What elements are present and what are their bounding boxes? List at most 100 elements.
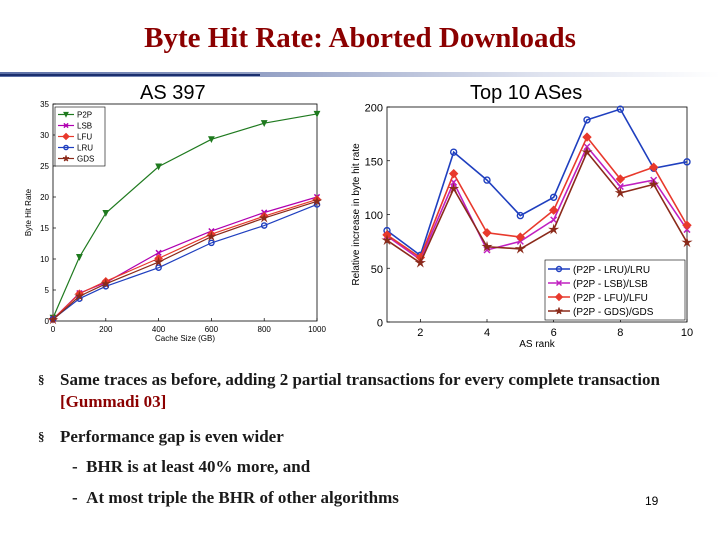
y-tick-label: 15 (40, 224, 49, 233)
bullet-2: § Performance gap is even wider (38, 426, 680, 448)
x-tick-label: 1000 (308, 325, 326, 334)
data-point (514, 243, 526, 254)
y-axis-label: Byte Hit Rate (24, 188, 33, 236)
title-divider (0, 72, 720, 78)
data-point (549, 193, 558, 202)
series-p2p-gds-gds (381, 146, 693, 268)
y-tick-label: 150 (365, 156, 383, 168)
y-tick-label: 35 (40, 100, 49, 109)
data-point (648, 162, 659, 172)
data-point (208, 239, 215, 247)
subbullet-2: - At most triple the BHR of other algori… (72, 488, 399, 507)
data-point (516, 211, 525, 220)
data-point (448, 168, 459, 179)
x-axis-label: AS rank (519, 339, 556, 350)
data-point (449, 148, 458, 156)
y-tick-label: 10 (40, 255, 49, 264)
y-tick-label: 0 (45, 317, 50, 326)
y-tick-label: 5 (45, 286, 50, 295)
legend-label: (P2P - LRU)/LRU (573, 265, 650, 276)
y-axis-label: Relative increase in byte hit rate (351, 143, 362, 286)
data-point (548, 205, 559, 215)
legend-marker (63, 111, 69, 118)
data-point (682, 220, 692, 230)
data-point (681, 236, 693, 248)
data-point (683, 158, 691, 166)
data-point (155, 249, 162, 256)
data-point (582, 132, 592, 142)
bullet-1: § Same traces as before, adding 2 partia… (38, 369, 680, 413)
data-point (207, 136, 215, 144)
bullet-marker-icon: § (38, 372, 45, 387)
x-tick-label: 8 (617, 327, 623, 339)
legend-marker (555, 279, 563, 287)
y-tick-label: 200 (365, 103, 383, 115)
data-point (260, 222, 268, 229)
subbullet-2-text: At most triple the BHR of other algorith… (86, 488, 399, 507)
data-point (614, 187, 626, 198)
byte-hit-rate-chart: 0 200 400 600 800 1000 0 5 10 15 20 25 30 35 Cache Siz… (24, 100, 326, 343)
series-line (386, 108, 688, 257)
legend-box (544, 259, 686, 321)
data-point (153, 256, 164, 267)
legend-marker (555, 307, 563, 315)
legend-label: (P2P - LSB)/LSB (573, 279, 648, 290)
data-point (550, 216, 558, 224)
data-point (313, 110, 321, 118)
data-point (581, 146, 593, 157)
y-tick-label: 20 (40, 193, 49, 202)
slide-title: Byte Hit Rate: Aborted Downloads (144, 22, 576, 54)
x-tick-label: 4 (484, 327, 490, 339)
left-chart-subtitle: AS 397 (140, 82, 206, 104)
y-tick-label: 0 (377, 318, 383, 330)
x-tick-label: 200 (99, 325, 113, 334)
data-point (615, 174, 626, 184)
x-tick-label: 800 (258, 325, 272, 334)
data-point (448, 182, 460, 194)
bullet-2-text: Performance gap is even wider (60, 427, 284, 446)
bullet-1-citation: [Gummadi 03] (60, 392, 167, 411)
legend-marker (62, 132, 70, 141)
data-point (481, 240, 493, 252)
data-point (75, 254, 83, 261)
legend-label: GDS (77, 155, 94, 164)
legend-label: LRU (77, 144, 93, 153)
data-point (102, 210, 110, 217)
legend-marker (554, 292, 564, 302)
data-point (47, 314, 59, 325)
data-point (155, 163, 163, 171)
series-line (386, 150, 688, 265)
subbullet-1: - BHR is at least 40% more, and (72, 457, 311, 476)
data-point (616, 183, 624, 191)
x-tick-label: 600 (205, 325, 219, 334)
series-line (52, 203, 318, 320)
y-tick-label: 25 (40, 162, 49, 171)
legend-label: (P2P - GDS)/GDS (573, 307, 654, 318)
right-chart-subtitle: Top 10 ASes (470, 82, 583, 104)
x-tick-label: 400 (152, 325, 166, 334)
bullet-1-text: Same traces as before, adding 2 partial … (60, 370, 660, 389)
x-tick-label: 10 (681, 327, 693, 339)
data-point (100, 278, 112, 289)
legend-marker (63, 144, 69, 151)
legend-marker (555, 265, 563, 273)
x-tick-label: 2 (417, 327, 423, 339)
legend-label: LSB (77, 122, 92, 131)
series-gds (47, 195, 323, 325)
legend-marker (62, 155, 70, 162)
data-point (258, 212, 270, 223)
data-point (381, 234, 393, 246)
page-number: 19 (645, 494, 659, 508)
data-point (311, 195, 323, 206)
x-tick-label: 0 (51, 325, 56, 334)
data-point (483, 176, 491, 184)
bullet-marker-icon: § (38, 429, 45, 444)
data-point (206, 231, 217, 242)
data-point (74, 290, 85, 301)
data-point (648, 178, 660, 190)
data-point (515, 232, 526, 242)
data-point (482, 228, 492, 238)
data-point (616, 105, 625, 113)
legend-label: LFU (77, 133, 92, 142)
